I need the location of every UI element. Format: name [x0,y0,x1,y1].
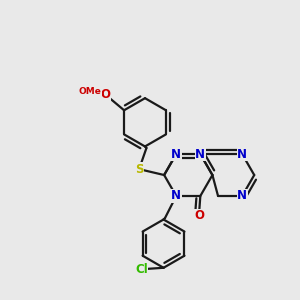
Text: N: N [237,189,247,203]
Text: O: O [194,209,204,223]
Text: O: O [101,88,111,101]
Text: S: S [135,163,143,176]
Text: N: N [237,148,247,160]
Text: N: N [195,148,206,160]
Text: N: N [171,189,181,203]
Text: OMe: OMe [78,87,101,96]
Text: N: N [171,148,181,160]
Text: Cl: Cl [135,263,148,276]
